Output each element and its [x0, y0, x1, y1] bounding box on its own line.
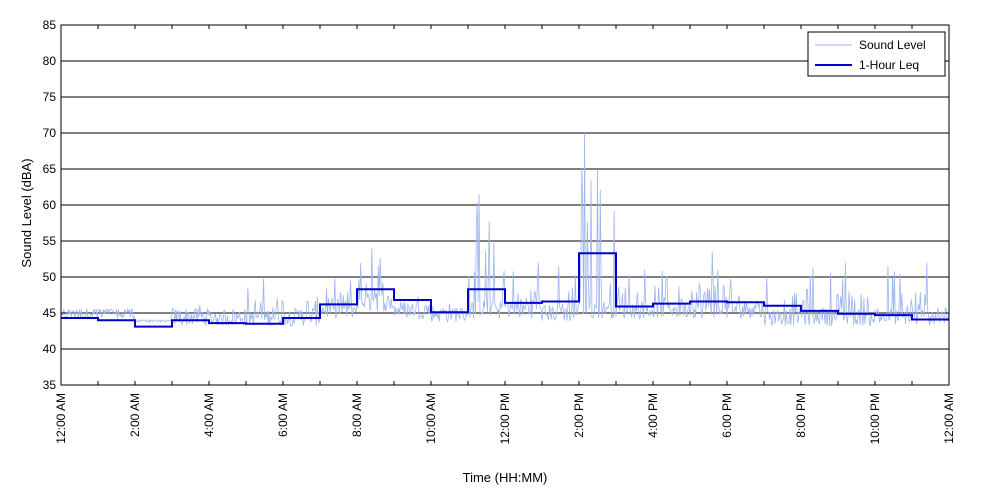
- x-axis-label: Time (HH:MM): [463, 470, 548, 485]
- legend: Sound Level 1-Hour Leq: [807, 31, 946, 77]
- x-tick-label-4: 4:00 AM: [202, 393, 216, 437]
- legend-label-leq: 1-Hour Leq: [859, 58, 919, 72]
- leq-step-line: [61, 252, 949, 328]
- x-axis-ticks: 12:00 AM 2:00 AM 4:00 AM 6:00 AM 8:00 AM 10:0…: [54, 25, 956, 444]
- x-tick-label-22: 10:00 PM: [868, 393, 882, 444]
- x-tick-label-8: 8:00 AM: [350, 393, 364, 437]
- x-tick-label-18: 6:00 PM: [720, 393, 734, 438]
- y-tick-label-40: 40: [43, 342, 57, 356]
- y-axis-label: Sound Level (dBA): [19, 158, 34, 267]
- y-tick-label-50: 50: [43, 270, 57, 284]
- y-tick-label-75: 75: [43, 90, 57, 104]
- x-tick-label-2: 2:00 AM: [128, 393, 142, 437]
- x-tick-label-14: 2:00 PM: [572, 393, 586, 438]
- y-tick-label-70: 70: [43, 126, 57, 140]
- legend-label-sound-level: Sound Level: [859, 38, 926, 52]
- y-axis-ticks: 35 40 45 50 55 60 65 70 75 80 85: [43, 18, 949, 392]
- x-tick-label-10: 10:00 AM: [424, 393, 438, 444]
- y-tick-label-85: 85: [43, 18, 57, 32]
- x-tick-label-24: 12:00 AM: [942, 393, 956, 444]
- y-tick-label-45: 45: [43, 306, 57, 320]
- x-tick-label-12: 12:00 PM: [498, 393, 512, 444]
- legend-box: [807, 31, 946, 77]
- y-tick-label-60: 60: [43, 198, 57, 212]
- y-tick-label-55: 55: [43, 234, 57, 248]
- y-tick-label-35: 35: [43, 378, 57, 392]
- y-tick-label-80: 80: [43, 54, 57, 68]
- x-tick-label-20: 8:00 PM: [794, 393, 808, 438]
- y-tick-label-65: 65: [43, 162, 57, 176]
- leq-series: [61, 252, 949, 328]
- x-tick-label-0: 12:00 AM: [54, 393, 68, 444]
- x-tick-label-16: 4:00 PM: [646, 393, 660, 438]
- x-tick-label-6: 6:00 AM: [276, 393, 290, 437]
- grid-lines: [61, 60, 949, 350]
